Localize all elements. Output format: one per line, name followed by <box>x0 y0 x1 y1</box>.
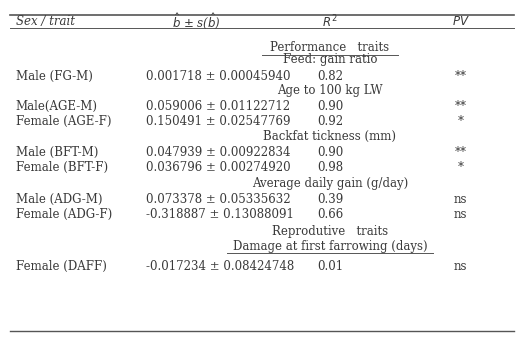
Text: ns: ns <box>454 260 467 273</box>
Text: Average daily gain (g/day): Average daily gain (g/day) <box>252 177 408 190</box>
Text: 0.150491 ± 0.02547769: 0.150491 ± 0.02547769 <box>146 115 291 128</box>
Text: Backfat tickness (mm): Backfat tickness (mm) <box>264 130 397 142</box>
Text: 0.073378 ± 0.05335632: 0.073378 ± 0.05335632 <box>146 193 291 206</box>
Text: Performance   traits: Performance traits <box>270 41 389 54</box>
Text: *: * <box>457 161 464 174</box>
Text: $R^2$: $R^2$ <box>322 13 337 30</box>
Text: $PV$: $PV$ <box>452 15 470 28</box>
Text: 0.82: 0.82 <box>317 70 343 83</box>
Text: 0.39: 0.39 <box>317 193 343 206</box>
Text: 0.001718 ± 0.00045940: 0.001718 ± 0.00045940 <box>146 70 291 83</box>
Text: Damage at first farrowing (days): Damage at first farrowing (days) <box>233 239 427 253</box>
Text: 0.92: 0.92 <box>317 115 343 128</box>
Text: Male (BFT-M): Male (BFT-M) <box>16 146 98 159</box>
Text: *: * <box>457 115 464 128</box>
Text: **: ** <box>455 70 467 83</box>
Text: Male (ADG-M): Male (ADG-M) <box>16 193 102 206</box>
Text: Reprodutive   traits: Reprodutive traits <box>272 225 388 238</box>
Text: 0.036796 ± 0.00274920: 0.036796 ± 0.00274920 <box>146 161 291 174</box>
Text: 0.90: 0.90 <box>317 146 343 159</box>
Text: -0.318887 ± 0.13088091: -0.318887 ± 0.13088091 <box>146 208 294 221</box>
Text: 0.01: 0.01 <box>317 260 343 273</box>
Text: Female (ADG-F): Female (ADG-F) <box>16 208 112 221</box>
Text: Male (FG-M): Male (FG-M) <box>16 70 92 83</box>
Text: Feed: gain ratio: Feed: gain ratio <box>282 53 377 66</box>
Text: ns: ns <box>454 208 467 221</box>
Text: Female (BFT-F): Female (BFT-F) <box>16 161 107 174</box>
Text: **: ** <box>455 146 467 159</box>
Text: 0.047939 ± 0.00922834: 0.047939 ± 0.00922834 <box>146 146 291 159</box>
Text: $\hat{b}$ $\pm$ s($\hat{b}$): $\hat{b}$ $\pm$ s($\hat{b}$) <box>172 12 221 32</box>
Text: ns: ns <box>454 193 467 206</box>
Text: **: ** <box>455 100 467 113</box>
Text: Sex / trait: Sex / trait <box>16 15 74 28</box>
Text: Age to 100 kg LW: Age to 100 kg LW <box>277 84 383 97</box>
Text: 0.98: 0.98 <box>317 161 343 174</box>
Text: Female (AGE-F): Female (AGE-F) <box>16 115 111 128</box>
Text: -0.017234 ± 0.08424748: -0.017234 ± 0.08424748 <box>146 260 294 273</box>
Text: 0.059006 ± 0.01122712: 0.059006 ± 0.01122712 <box>146 100 290 113</box>
Text: 0.90: 0.90 <box>317 100 343 113</box>
Text: Male(AGE-M): Male(AGE-M) <box>16 100 97 113</box>
Text: 0.66: 0.66 <box>317 208 343 221</box>
Text: Female (DAFF): Female (DAFF) <box>16 260 106 273</box>
